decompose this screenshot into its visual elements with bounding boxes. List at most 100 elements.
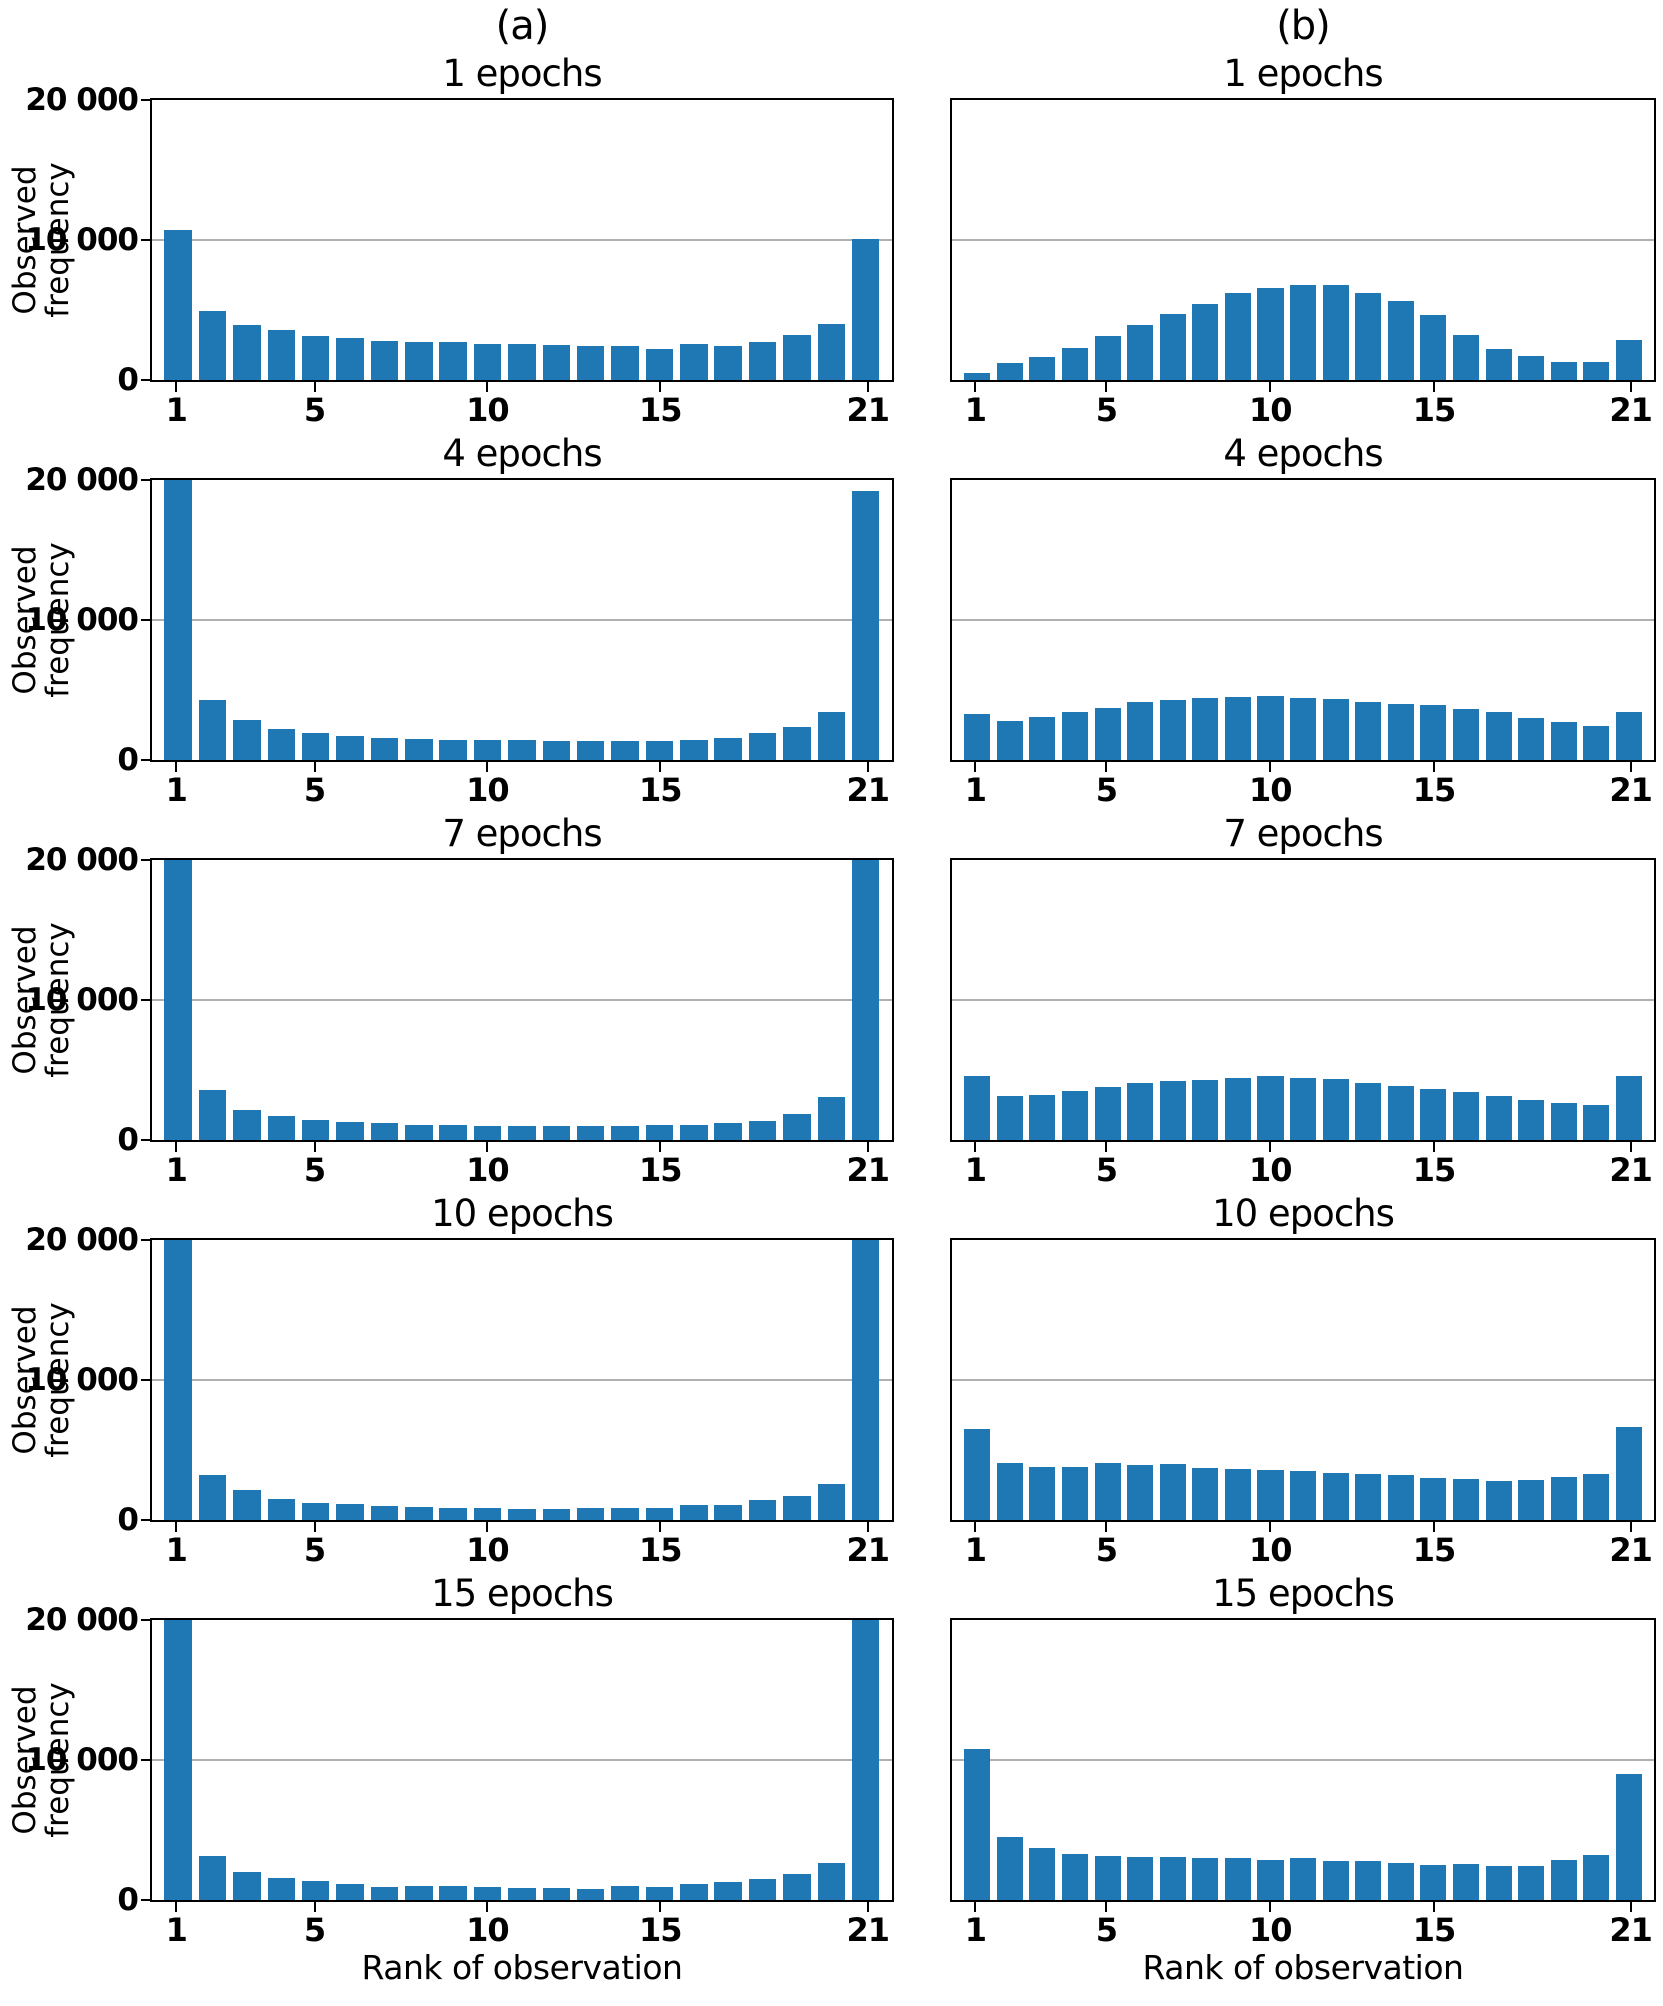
bar	[473, 1507, 502, 1520]
bar-slot	[745, 1240, 779, 1520]
bar	[198, 699, 227, 760]
xtick-label: 10	[1248, 1911, 1293, 1949]
ytick-label: 0	[117, 742, 139, 778]
bar-slot	[1222, 100, 1255, 380]
bar-slot	[1547, 480, 1580, 760]
bar	[1420, 314, 1447, 380]
bar	[267, 1878, 296, 1900]
bar	[439, 739, 467, 760]
bar-slot	[608, 1620, 642, 1900]
bar	[576, 1507, 605, 1520]
bar	[576, 1889, 605, 1900]
bar-slot	[470, 1620, 504, 1900]
bar-slot	[1156, 480, 1189, 760]
bars	[952, 1240, 1654, 1520]
bar-slot	[367, 860, 401, 1140]
bar	[233, 1872, 261, 1900]
bar-slot	[539, 1620, 573, 1900]
bar-slot	[1287, 1620, 1320, 1900]
bar-slot	[1189, 860, 1222, 1140]
xtick-mark	[175, 762, 178, 772]
bar	[1192, 1467, 1219, 1520]
xtick-label: 21	[846, 1911, 890, 1949]
ytick-mark	[141, 1899, 152, 1901]
ytick-mark	[141, 379, 152, 381]
ytick-label: 10 000	[25, 602, 139, 638]
bar	[645, 1507, 674, 1520]
bar	[164, 480, 192, 760]
bar	[783, 335, 811, 380]
x-axis-label: Rank of observation	[361, 1948, 683, 1987]
bar	[1355, 1861, 1382, 1900]
bar	[1583, 1473, 1610, 1520]
bar-slot	[849, 100, 883, 380]
bar-slot	[1417, 100, 1450, 380]
bar	[714, 1882, 742, 1900]
bar	[817, 711, 846, 760]
subplot: 7 epochs 20 000 10 000 0 1 5 10 15 21	[25, 808, 894, 1189]
bar	[1127, 1857, 1154, 1900]
bar-slot	[264, 1620, 298, 1900]
xtick-mark	[175, 1142, 178, 1152]
xtick-mark	[1269, 1902, 1272, 1912]
bar-slot	[1385, 1620, 1418, 1900]
bar-slot	[299, 1240, 333, 1520]
bar-slot	[230, 860, 264, 1140]
bar-slot	[1091, 1620, 1124, 1900]
bar	[1224, 293, 1251, 380]
xtick-label: 1	[964, 1911, 987, 1949]
bar	[1420, 1089, 1447, 1140]
bar	[1322, 699, 1349, 760]
bar	[714, 737, 742, 760]
bar-slot	[814, 100, 848, 380]
xtick-label: 1	[964, 391, 987, 429]
header-spacer	[0, 0, 150, 52]
bar	[645, 741, 674, 760]
bars	[952, 480, 1654, 760]
bar	[1029, 1466, 1056, 1520]
xtick-label: 5	[1095, 771, 1118, 809]
bar-slot	[1515, 100, 1548, 380]
plot-area	[950, 1618, 1656, 1902]
bar-slot	[849, 480, 883, 760]
bar	[1355, 1083, 1382, 1140]
bar	[1159, 1464, 1186, 1520]
bar-slot	[1254, 1620, 1287, 1900]
bar-slot	[402, 1620, 436, 1900]
bar	[1387, 1085, 1414, 1140]
bar-slot	[642, 1240, 676, 1520]
ytick-label: 20 000	[25, 462, 139, 498]
plot-area: 20 000 10 000 0	[25, 462, 894, 778]
bar	[1550, 1860, 1577, 1900]
xtick-label: 21	[846, 391, 890, 429]
xtick-mark	[974, 1522, 977, 1532]
bar	[198, 1090, 227, 1140]
bar-slot	[402, 100, 436, 380]
bar-slot	[195, 1620, 229, 1900]
xtick-label: 21	[1609, 391, 1653, 429]
bar	[817, 1863, 846, 1900]
bar-slot	[333, 480, 367, 760]
xtick-mark	[1433, 382, 1436, 392]
xtick-mark	[866, 762, 869, 772]
subplot-row: Observed frequency 1 epochs 20 000 10 000 0 1 5…	[0, 48, 1663, 429]
bar-slot	[1450, 1240, 1483, 1520]
bar-slot	[711, 100, 745, 380]
bar-slot	[539, 480, 573, 760]
bar	[542, 1887, 571, 1900]
xtick-label: 5	[303, 1151, 326, 1189]
bar-slot	[1026, 860, 1059, 1140]
ytick-label: 10 000	[25, 222, 139, 258]
subplot-row: Observed frequency 7 epochs 20 000 10 000 0 1 5…	[0, 808, 1663, 1189]
bar	[1159, 1080, 1186, 1140]
bar	[748, 342, 777, 380]
bar	[1192, 1079, 1219, 1140]
subplot-row: Observed frequency 4 epochs 20 000 10 000 0 1 5…	[0, 428, 1663, 809]
bar	[267, 1116, 296, 1140]
bar	[1322, 1861, 1349, 1900]
bar	[233, 720, 261, 760]
xtick-mark	[313, 1902, 316, 1912]
column-header-b: (b)	[1276, 3, 1331, 49]
bar-slot	[1319, 1240, 1352, 1520]
bar	[1452, 1478, 1479, 1520]
